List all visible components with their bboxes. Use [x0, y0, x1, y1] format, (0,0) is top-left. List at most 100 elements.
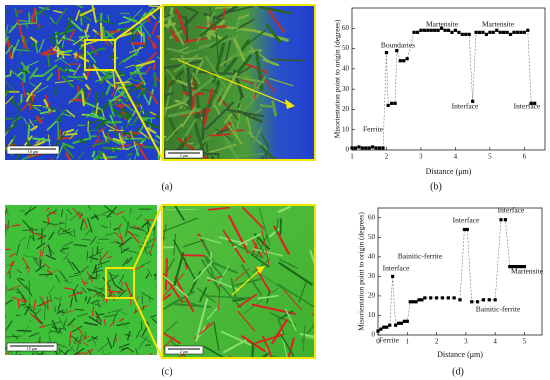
grain: [16, 67, 23, 72]
grain: [28, 319, 33, 323]
grain: [92, 339, 97, 346]
y-tick-label: 30: [368, 272, 376, 280]
grain: [229, 86, 258, 111]
data-point: [377, 146, 382, 150]
grain: [163, 13, 175, 23]
grain: [5, 352, 10, 354]
grain: [127, 330, 131, 341]
grain: [44, 304, 46, 321]
grain: [167, 108, 201, 118]
grain: [173, 239, 196, 281]
grain: [97, 301, 100, 308]
grain: [242, 77, 265, 83]
grain: [110, 99, 124, 107]
grain: [80, 218, 84, 230]
grain: [106, 206, 118, 219]
grain: [100, 225, 108, 229]
data-point: [434, 296, 439, 300]
grain: [61, 75, 75, 88]
grain: [234, 267, 251, 282]
grain: [47, 110, 53, 115]
grain: [227, 5, 254, 14]
grain: [233, 38, 246, 63]
grain: [252, 259, 271, 273]
grain: [32, 256, 39, 261]
grain: [23, 117, 31, 130]
grain: [210, 35, 229, 49]
grain: [91, 269, 104, 274]
grain: [114, 284, 125, 292]
x-tick-label: 5: [523, 338, 527, 346]
grain: [25, 94, 31, 102]
grain: [65, 309, 74, 314]
grain: [129, 78, 142, 83]
grain: [71, 262, 81, 273]
grain: [89, 274, 94, 279]
grain: [145, 273, 150, 280]
grain: [127, 123, 135, 126]
grain: [95, 118, 109, 129]
grain: [25, 123, 31, 127]
data-point: [405, 319, 409, 323]
grain: [162, 321, 178, 335]
data-point: [526, 28, 530, 32]
grain: [53, 86, 58, 96]
grain: [240, 92, 261, 115]
grain: [57, 66, 66, 73]
grain: [46, 214, 51, 226]
data-point: [350, 146, 354, 150]
grain: [69, 211, 81, 221]
grain: [135, 142, 146, 147]
grain: [66, 208, 73, 215]
grain: [261, 229, 270, 267]
grain: [54, 297, 60, 300]
grain: [260, 274, 288, 293]
data-point: [462, 227, 466, 232]
grain: [141, 221, 149, 229]
x-tick-label: 3: [419, 153, 423, 161]
grain: [96, 292, 104, 298]
scale-label: 2 µm: [180, 153, 189, 158]
grain: [59, 270, 68, 282]
data-point: [505, 30, 509, 34]
grain: [215, 64, 231, 86]
grain: [90, 112, 99, 118]
grain: [60, 208, 64, 218]
data-point: [422, 28, 426, 32]
data-point: [452, 296, 456, 300]
data-line: [377, 219, 525, 332]
grain: [181, 106, 196, 128]
grain: [73, 64, 81, 76]
grain: [138, 147, 148, 160]
data-point: [519, 265, 524, 269]
grain: [28, 279, 30, 295]
grain: [219, 121, 232, 133]
data-point: [522, 30, 526, 34]
grain: [90, 135, 98, 138]
grain: [136, 214, 143, 221]
texture: [5, 205, 157, 355]
grain: [53, 10, 63, 14]
grain: [67, 317, 76, 327]
grain: [45, 244, 55, 255]
grain: [54, 80, 74, 84]
data-point: [399, 321, 404, 325]
data-point: [464, 32, 468, 36]
grain: [135, 348, 138, 355]
grain: [9, 252, 16, 258]
data-point: [446, 296, 450, 300]
grain: [42, 64, 58, 77]
data-point: [481, 30, 485, 34]
grain: [260, 351, 271, 358]
grain: [107, 308, 124, 314]
grain: [155, 114, 160, 120]
grain: [81, 228, 86, 231]
grain: [117, 292, 123, 294]
grain: [280, 333, 295, 357]
grain: [227, 109, 264, 118]
data-point: [396, 321, 401, 325]
grain: [68, 291, 84, 297]
grain: [93, 214, 99, 221]
grain: [136, 28, 144, 37]
y-tick-label: 50: [342, 44, 350, 52]
